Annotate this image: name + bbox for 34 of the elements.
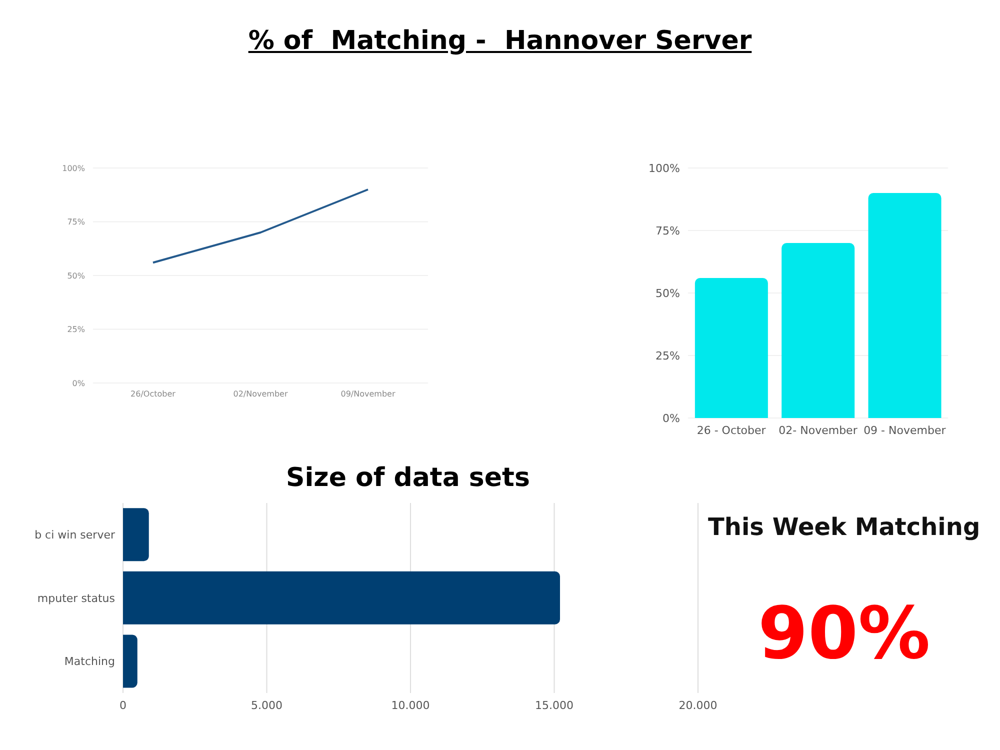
- x-tick-label: 5.000: [251, 698, 282, 712]
- x-tick-label: 09 - November: [864, 424, 946, 437]
- text: 90%: [756, 591, 932, 675]
- y-tick-label: 25%: [67, 325, 86, 334]
- y-tick-label: 0%: [72, 378, 86, 388]
- bar: [868, 193, 942, 418]
- y-tick-label: 100%: [62, 164, 86, 173]
- x-tick-label: 10.000: [391, 698, 430, 712]
- y-tick-label: 50%: [656, 286, 680, 300]
- x-tick-label: 26 - October: [696, 424, 766, 437]
- y-tick-label: 0%: [662, 412, 680, 425]
- x-tick-label: 0: [120, 698, 126, 712]
- y-tick-label: mputer status: [37, 592, 116, 605]
- chart-title: Size of data sets: [285, 463, 531, 493]
- x-tick-label: 26/October: [130, 390, 176, 399]
- bar: [123, 634, 138, 688]
- y-tick-label: 75%: [656, 224, 680, 238]
- y-tick-label: Matching: [64, 655, 115, 668]
- x-tick-label: 20.000: [678, 698, 718, 712]
- bar: [123, 508, 149, 562]
- y-tick-label: 75%: [67, 218, 86, 227]
- text: % of Matching - Hannover Server: [247, 26, 753, 56]
- bar: [694, 278, 768, 418]
- bar: [782, 243, 855, 418]
- bar: [123, 571, 560, 624]
- y-tick-label: 25%: [656, 349, 680, 362]
- y-tick-label: b ci win server: [34, 528, 116, 542]
- x-tick-label: 02- November: [778, 424, 858, 437]
- x-tick-label: 02/November: [233, 390, 288, 399]
- y-tick-label: 100%: [648, 162, 680, 175]
- x-tick-label: 15.000: [535, 698, 574, 712]
- text: This Week Matching: [708, 513, 980, 541]
- x-tick-label: 09/November: [340, 390, 396, 399]
- y-tick-label: 50%: [67, 271, 86, 280]
